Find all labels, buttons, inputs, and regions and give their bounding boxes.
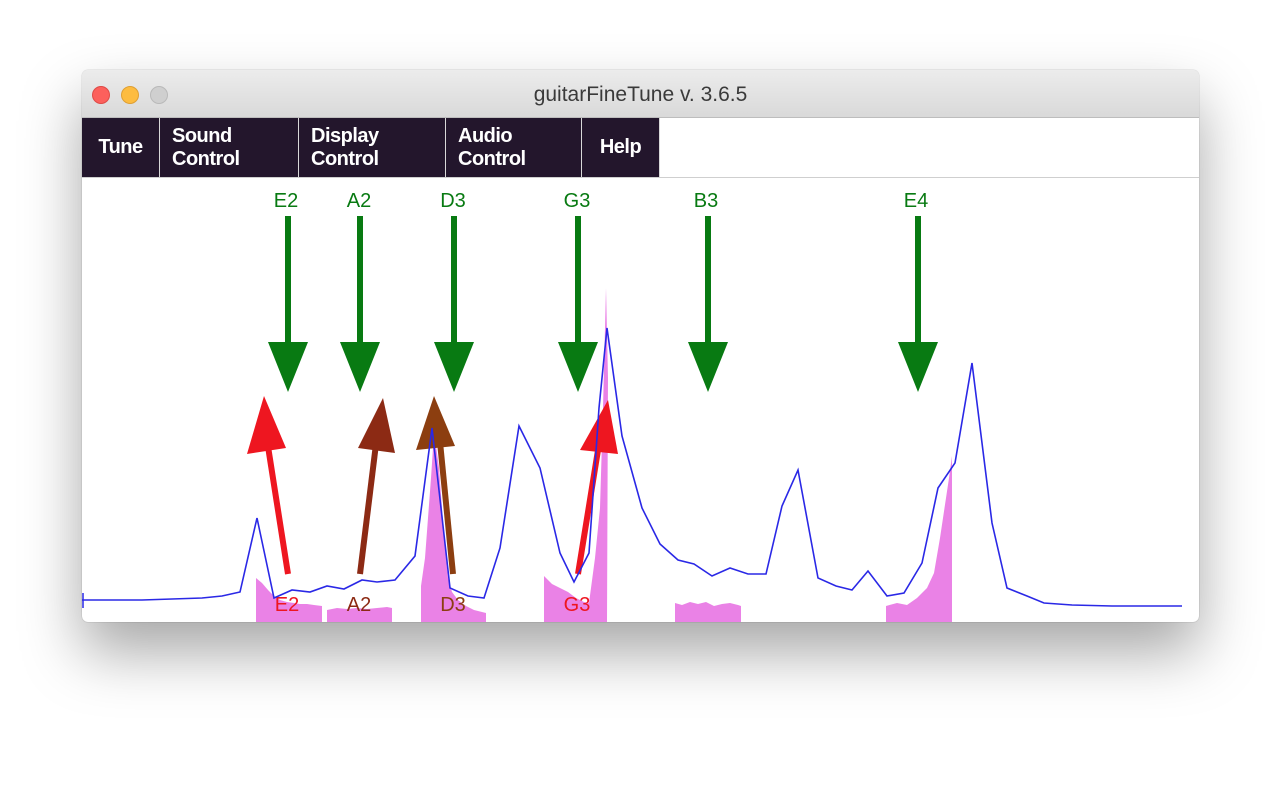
target-arrow-e2: E2 — [268, 190, 308, 392]
tuner-plot: E2 A2 D3 G3 — [82, 190, 1182, 622]
target-arrow-b3: B3 — [688, 190, 728, 392]
detected-note-label: D3 — [440, 594, 466, 616]
menu-sound-control[interactable]: Sound Control — [160, 118, 299, 177]
spectrum-fill-d3 — [421, 446, 486, 622]
target-note-label: G3 — [564, 190, 591, 212]
spectrum-fill-g3 — [544, 288, 608, 622]
spectrum-line — [82, 327, 1182, 607]
close-window-button[interactable] — [92, 86, 110, 104]
spectrum-fill-e4 — [886, 456, 952, 622]
target-note-label: E2 — [274, 190, 298, 212]
target-arrow-d3: D3 — [434, 190, 474, 392]
target-arrow-e4: E4 — [898, 190, 938, 392]
target-note-label: D3 — [440, 190, 466, 212]
spectrum-fill-a2 — [327, 607, 392, 622]
menu-audio-control[interactable]: Audio Control — [446, 118, 582, 177]
target-note-label: A2 — [347, 190, 371, 212]
detected-arrow-d3: D3 — [416, 396, 466, 616]
target-arrows: E2 A2 D3 G3 — [268, 190, 938, 392]
menu-tune[interactable]: Tune — [82, 118, 160, 177]
tuner-display: E2 A2 D3 G3 — [82, 178, 1199, 622]
menu-bar: Tune Sound Control Display Control Audio… — [82, 118, 1199, 178]
menu-help[interactable]: Help — [582, 118, 660, 177]
app-window: guitarFineTune v. 3.6.5 Tune Sound Contr… — [82, 70, 1199, 622]
spectrum-fill-b3 — [675, 602, 741, 622]
detected-note-label: E2 — [275, 594, 299, 616]
detected-note-label: A2 — [347, 594, 371, 616]
spectrum-fill — [256, 288, 952, 622]
target-arrow-a2: A2 — [340, 190, 380, 392]
target-arrow-g3: G3 — [558, 190, 598, 392]
menu-display-control[interactable]: Display Control — [299, 118, 446, 177]
detected-arrow-g3: G3 — [564, 400, 618, 616]
minimize-window-button[interactable] — [121, 86, 139, 104]
zoom-window-button[interactable] — [150, 86, 168, 104]
target-note-label: E4 — [904, 190, 928, 212]
spectrum-fill-e2 — [256, 578, 322, 622]
title-bar[interactable]: guitarFineTune v. 3.6.5 — [82, 70, 1199, 118]
detected-arrow-a2: A2 — [347, 398, 395, 616]
detected-arrow-e2: E2 — [247, 396, 299, 616]
window-title: guitarFineTune v. 3.6.5 — [533, 83, 748, 106]
target-note-label: B3 — [694, 190, 718, 212]
detected-note-label: G3 — [564, 594, 591, 616]
